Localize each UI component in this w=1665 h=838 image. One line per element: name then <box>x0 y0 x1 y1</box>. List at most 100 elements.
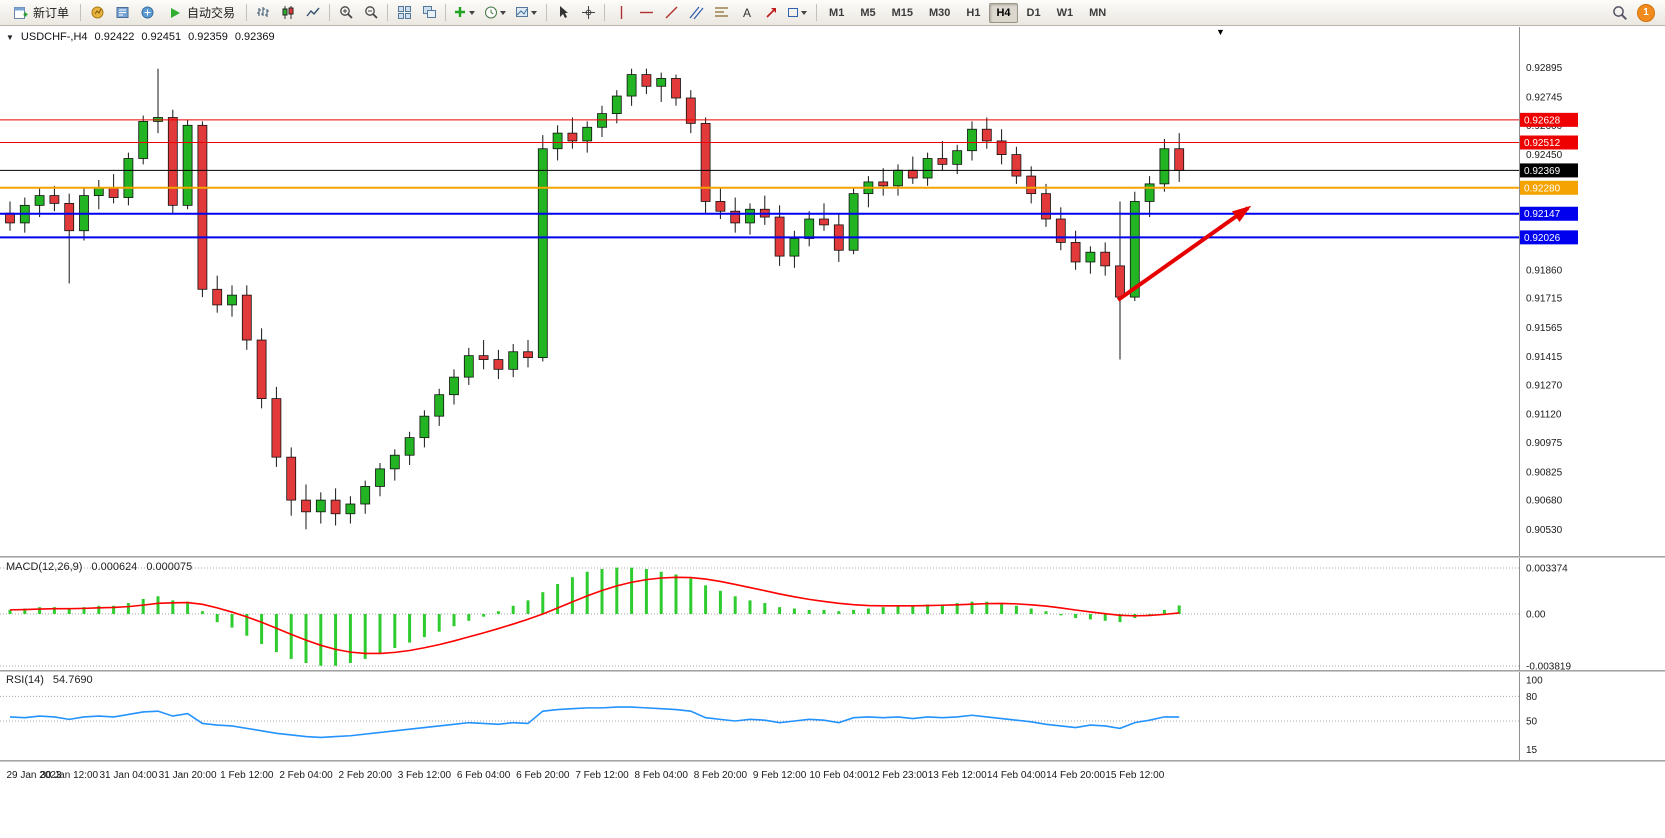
period-icon[interactable] <box>481 1 511 25</box>
chart-collapse-icon[interactable]: ▼ <box>6 32 14 42</box>
timeframe-button-w1[interactable]: W1 <box>1056 6 1074 19</box>
time-axis-label: 31 Jan 04:00 <box>99 770 157 781</box>
trend-arrow-object[interactable] <box>1116 206 1250 302</box>
macd-histogram-bar <box>585 571 589 614</box>
auto-trading-button[interactable]: 自动交易 <box>160 1 242 25</box>
bar-chart-icon[interactable] <box>251 1 275 25</box>
candle-bear <box>212 288 223 306</box>
shapes-icon[interactable] <box>784 1 812 25</box>
timeframe-button-d1[interactable]: D1 <box>1026 6 1041 19</box>
macd-histogram-bar <box>822 609 826 614</box>
macd-pane[interactable]: 0.003374 0.00 -0.003819 <box>0 558 1665 670</box>
candle-bull <box>419 415 430 439</box>
rsi-value: 54.7690 <box>52 674 93 686</box>
candle-bull <box>656 78 667 87</box>
candle-bear <box>241 294 252 341</box>
arrows-icon[interactable] <box>759 1 783 25</box>
macd-histogram-bar <box>67 608 71 614</box>
candle-bull <box>360 486 371 505</box>
macd-histogram-bar <box>245 613 249 636</box>
new-order-button[interactable]: 新订单 <box>4 1 76 25</box>
macd-histogram-bar <box>1059 613 1063 616</box>
vertical-line-icon[interactable] <box>609 1 633 25</box>
candle-bear <box>1055 218 1066 243</box>
trend-arrow-head <box>1232 205 1252 222</box>
candle-bear <box>330 499 341 515</box>
candle-bull <box>922 158 933 179</box>
macd-histogram-bar <box>955 603 959 614</box>
price-axis-label: 0.92895 <box>1526 63 1563 74</box>
macd-histogram-bar <box>1103 613 1107 621</box>
crosshair-icon[interactable] <box>576 1 600 25</box>
price-axis-label: 0.90680 <box>1526 496 1563 507</box>
timeframe-button-h4[interactable]: H4 <box>989 2 1018 23</box>
macd-signal-line <box>9 576 1180 655</box>
candle-bull <box>227 294 237 306</box>
fibonacci-icon[interactable] <box>709 1 733 25</box>
timeframe-button-h1[interactable]: H1 <box>966 6 981 19</box>
axis-price-tag-label: 0.92512 <box>1524 138 1561 149</box>
timeframe-group: M1 M5 M15 M30 H1 H4 D1 W1 MN <box>821 2 1114 23</box>
rsi-line <box>9 706 1180 739</box>
search-icon[interactable] <box>1608 1 1632 25</box>
macd-histogram-bar <box>881 607 885 614</box>
time-axis-label: 8 Feb 04:00 <box>635 770 689 781</box>
time-axis-label: 14 Feb 20:00 <box>1046 770 1105 781</box>
tile-windows-icon[interactable] <box>392 1 416 25</box>
terminal-icon[interactable] <box>135 1 159 25</box>
pane-separator-macd[interactable] <box>0 556 1665 558</box>
navigator-icon[interactable] <box>110 1 134 25</box>
candle-bull <box>93 187 104 196</box>
template-icon[interactable] <box>512 1 542 25</box>
pane-separator-time[interactable] <box>0 760 1665 762</box>
candle-bear <box>493 359 504 370</box>
channel-icon[interactable] <box>684 1 708 25</box>
horizontal-line-icon[interactable] <box>634 1 658 25</box>
time-axis-label: 6 Feb 04:00 <box>457 770 511 781</box>
candlestick-chart-icon[interactable] <box>276 1 300 25</box>
macd-histogram-bar <box>689 578 693 614</box>
axis-price-tag-label: 0.92628 <box>1524 115 1561 126</box>
line-chart-icon[interactable] <box>301 1 325 25</box>
pane-separator-rsi[interactable] <box>0 670 1665 672</box>
cursor-icon[interactable] <box>551 1 575 25</box>
timeframe-button-m5[interactable]: M5 <box>860 6 876 19</box>
text-icon[interactable]: A <box>734 1 758 25</box>
market-watch-icon[interactable] <box>85 1 109 25</box>
cascade-windows-icon[interactable] <box>417 1 441 25</box>
add-indicator-icon[interactable] <box>450 1 480 25</box>
candle-bear <box>700 122 711 202</box>
timeframe-button-m30[interactable]: M30 <box>929 6 951 19</box>
timeframe-button-mn[interactable]: MN <box>1089 6 1107 19</box>
macd-histogram-bar <box>230 613 234 628</box>
candle-bear <box>878 181 889 187</box>
macd-histogram-bar <box>556 583 560 614</box>
candle-bear <box>996 140 1007 155</box>
zoom-in-icon[interactable] <box>334 1 358 25</box>
candle-bull <box>404 437 415 456</box>
macd-histogram-bar <box>807 609 811 614</box>
macd-histogram-bar <box>644 569 648 614</box>
macd-histogram-bar <box>511 605 515 614</box>
macd-histogram-bar <box>792 608 796 614</box>
macd-histogram-bar <box>452 613 456 627</box>
macd-histogram-bar <box>334 613 338 666</box>
timeframe-button-m15[interactable]: M15 <box>891 6 913 19</box>
macd-name: MACD(12,26,9) <box>6 561 83 573</box>
zoom-out-icon[interactable] <box>359 1 383 25</box>
candle-bear <box>286 456 297 501</box>
notification-badge[interactable]: 1 <box>1637 3 1655 22</box>
timeframe-button-m1[interactable]: M1 <box>829 6 845 19</box>
time-axis-label: 8 Feb 20:00 <box>694 770 748 781</box>
chart-window: 0.928950.927450.926000.924500.918600.917… <box>0 27 1665 838</box>
macd-histogram-bar <box>733 596 737 614</box>
candle-bull <box>537 148 548 359</box>
candle-bull <box>848 193 859 251</box>
chart-shift-marker[interactable]: ▼ <box>1216 27 1225 37</box>
main-chart-canvas[interactable]: 0.928950.927450.926000.924500.918600.917… <box>0 27 1665 556</box>
auto-trading-label: 自动交易 <box>187 6 236 20</box>
chart-title: ▼ USDCHF-,H4 0.92422 0.92451 0.92359 0.9… <box>6 31 275 43</box>
trendline-icon[interactable] <box>659 1 683 25</box>
rsi-pane[interactable]: 100 80 50 15 <box>0 672 1665 760</box>
